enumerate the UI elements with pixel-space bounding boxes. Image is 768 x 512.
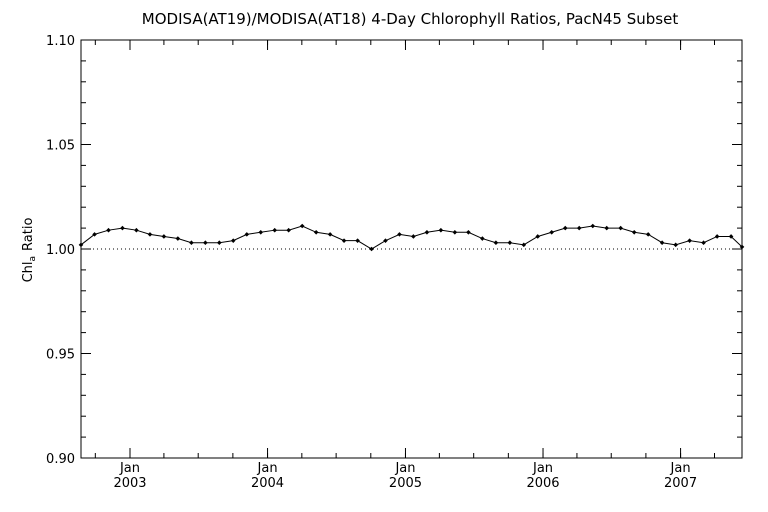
data-point: [424, 229, 430, 235]
x-tick-year-label: 2004: [251, 476, 284, 491]
x-tick-year-label: 2006: [526, 476, 559, 491]
data-point: [341, 238, 347, 243]
data-point: [258, 229, 264, 235]
data-point: [217, 240, 222, 246]
y-tick-label: 0.95: [46, 348, 75, 363]
data-point: [659, 240, 665, 246]
data-point: [369, 246, 374, 252]
y-axis-label-subscript: a: [28, 256, 38, 262]
chart-title: MODISA(AT19)/MODISA(AT18) 4-Day Chloroph…: [142, 10, 679, 28]
data-point: [438, 227, 444, 233]
y-tick-label: 0.90: [46, 452, 75, 467]
data-point: [535, 234, 541, 239]
data-point: [175, 236, 181, 241]
data-point: [230, 238, 236, 243]
data-point: [244, 232, 250, 237]
data-point: [203, 240, 208, 246]
series-line: [80, 225, 743, 250]
data-point: [313, 229, 319, 235]
y-tick-label: 1.10: [46, 34, 75, 49]
data-point: [507, 240, 513, 246]
data-point: [590, 223, 596, 229]
x-tick-month-label: Jan: [532, 461, 553, 476]
data-point: [92, 232, 97, 237]
data-point: [161, 234, 167, 239]
x-tick-year-label: 2007: [664, 476, 697, 491]
data-point: [714, 234, 720, 239]
data-point: [673, 242, 678, 248]
data-point: [493, 240, 499, 246]
data-point: [134, 227, 139, 233]
x-tick-month-label: Jan: [257, 461, 278, 476]
data-point: [480, 236, 485, 241]
data-point: [645, 232, 651, 237]
series-group: [78, 223, 745, 252]
data-point: [299, 223, 305, 229]
data-point: [701, 240, 706, 246]
data-point: [106, 227, 111, 233]
data-point: [189, 240, 194, 246]
data-point: [120, 225, 125, 231]
data-point: [521, 242, 527, 248]
y-axis-label: Chla Ratio: [21, 218, 38, 283]
y-axis-ticks: 0.90 0.95 1.00 1.05 1.10: [46, 34, 742, 467]
x-tick-month-label: Jan: [394, 461, 415, 476]
y-tick-label: 1.05: [46, 139, 75, 154]
x-tick-month-label: Jan: [119, 461, 140, 476]
data-point: [466, 229, 471, 235]
x-tick-year-label: 2003: [113, 476, 146, 491]
data-point: [272, 227, 278, 233]
y-axis-label-main: Chl: [21, 261, 36, 282]
data-point: [147, 232, 153, 237]
data-point: [355, 238, 360, 243]
data-point: [728, 234, 734, 239]
x-tick-month-label: Jan: [670, 461, 691, 476]
y-axis-label-tail: Ratio: [21, 218, 36, 251]
plot-area-frame: [80, 39, 743, 459]
data-point: [687, 238, 692, 243]
x-tick-year-label: 2005: [389, 476, 422, 491]
data-point: [78, 242, 84, 248]
data-point: [739, 244, 745, 250]
data-point: [631, 229, 637, 235]
data-point: [618, 225, 623, 231]
data-point: [452, 229, 458, 235]
data-point: [397, 232, 402, 237]
data-point: [411, 234, 416, 239]
data-point: [576, 225, 582, 231]
y-tick-label: 1.00: [46, 243, 75, 258]
data-point: [549, 229, 554, 235]
data-point: [286, 227, 291, 233]
data-point: [383, 238, 388, 243]
data-point: [562, 225, 568, 231]
data-point: [604, 225, 610, 231]
data-point: [327, 232, 333, 237]
